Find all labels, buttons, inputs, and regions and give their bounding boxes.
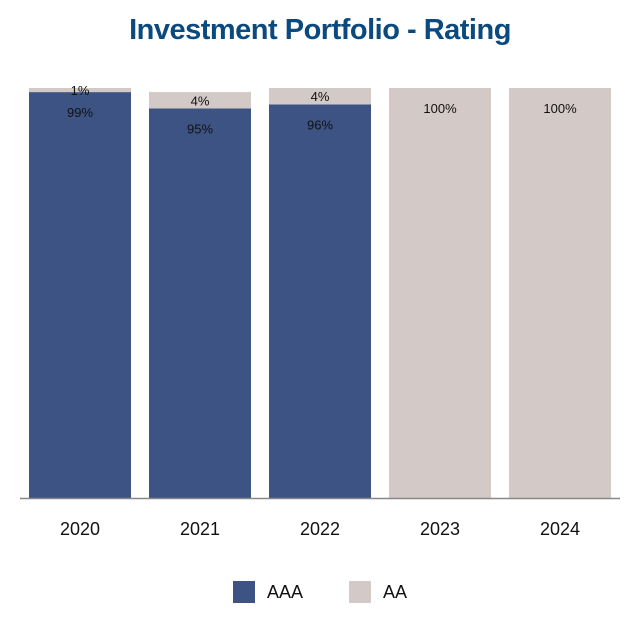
- data-label-aaa-2021: 95%: [187, 122, 213, 137]
- data-label-aa-2024: 100%: [543, 101, 577, 116]
- legend-swatch-aa: [349, 581, 371, 603]
- bars-layer: [29, 88, 611, 499]
- x-tick-label-2023: 2023: [420, 519, 460, 539]
- data-label-aaa-2020: 99%: [67, 105, 93, 120]
- data-label-aa-2023: 100%: [423, 101, 457, 116]
- data-label-aa-2021: 4%: [191, 93, 210, 108]
- bar-aa-2022: [269, 88, 371, 105]
- legend-item-aa[interactable]: AA: [349, 581, 407, 603]
- x-tick-label-2021: 2021: [180, 519, 220, 539]
- x-tick-label-2020: 2020: [60, 519, 100, 539]
- legend-swatch-aaa: [232, 581, 255, 603]
- data-label-aa-2020: 1%: [71, 83, 90, 98]
- legend-item-aaa[interactable]: AAA: [232, 581, 303, 603]
- bar-aaa-2020: [29, 92, 131, 498]
- labels-layer: 99% 1% 2020 95% 4% 2021 96% 4% 2022 100% 2023 100% 2…: [60, 83, 580, 539]
- bar-aa-2020: [29, 88, 131, 93]
- legend: AAA AA: [0, 581, 640, 603]
- bar-aa-2021: [149, 92, 251, 109]
- bar-aaa-2022: [269, 104, 371, 499]
- bar-aaa-2021: [149, 108, 251, 498]
- bar-aa-2023: [389, 88, 491, 498]
- legend-label-aaa: AAA: [266, 581, 303, 602]
- data-label-aa-2022: 4%: [311, 89, 330, 104]
- x-tick-label-2022: 2022: [300, 519, 340, 539]
- chart-title: Investment Portfolio - Rating: [129, 14, 511, 46]
- data-label-aaa-2022: 96%: [307, 117, 333, 132]
- legend-label-aa: AA: [383, 581, 408, 602]
- bar-aa-2024: [509, 88, 611, 498]
- x-tick-label-2024: 2024: [540, 519, 580, 539]
